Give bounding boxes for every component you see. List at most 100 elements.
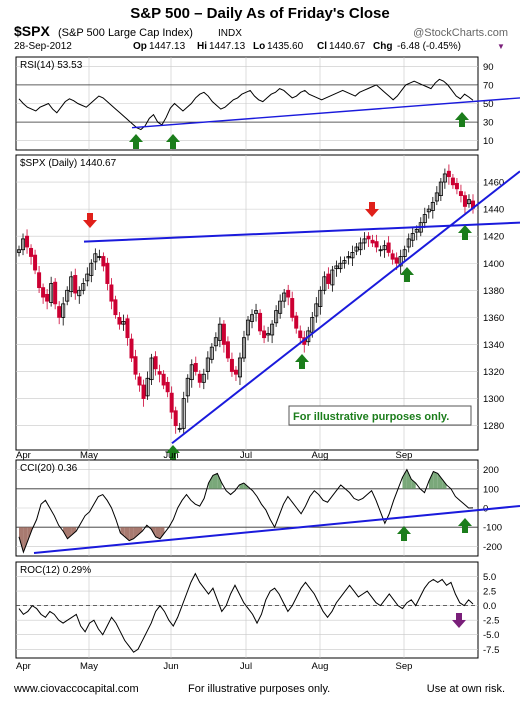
y-tick-label: 1340 bbox=[483, 340, 504, 351]
high-value: 1447.13 bbox=[209, 41, 246, 52]
y-tick-label: 70 bbox=[483, 80, 494, 91]
y-tick-label: 10 bbox=[483, 136, 494, 147]
cci-line bbox=[18, 468, 474, 554]
symbol-label: $SPX bbox=[14, 23, 50, 39]
cci-overbought-fill bbox=[433, 471, 438, 489]
cci-oversold-fill bbox=[155, 527, 161, 539]
annotation-box bbox=[288, 405, 472, 426]
price-buy-arrow bbox=[458, 225, 472, 240]
footer-disclaimer: For illustrative purposes only. bbox=[188, 683, 330, 695]
annotation-text: For illustrative purposes only. bbox=[293, 411, 449, 423]
rsi-buy-arrow bbox=[455, 112, 469, 127]
rsi-buy-arrow bbox=[166, 134, 180, 149]
price-buy-arrow bbox=[400, 267, 414, 282]
month-label: May bbox=[80, 450, 98, 461]
y-tick-label: 1400 bbox=[483, 259, 504, 270]
rsi-line bbox=[18, 78, 474, 131]
y-tick-label: 5.0 bbox=[483, 572, 496, 583]
y-tick-label: 1380 bbox=[483, 286, 504, 297]
footer-website: www.ciovaccocapital.com bbox=[13, 683, 139, 695]
change-down-marker: ▼ bbox=[497, 42, 505, 51]
cci-overbought-fill bbox=[437, 473, 443, 489]
date-label: 28-Sep-2012 bbox=[14, 41, 72, 52]
y-tick-label: -5.0 bbox=[483, 630, 499, 641]
cci-oversold-fill bbox=[160, 527, 165, 539]
panel-frame bbox=[15, 154, 479, 451]
month-label: Jun bbox=[163, 450, 178, 461]
y-tick-label: 1460 bbox=[483, 178, 504, 189]
open-label: Op bbox=[133, 41, 147, 52]
y-tick-label: -7.5 bbox=[483, 645, 499, 656]
cci-overbought-fill bbox=[442, 479, 447, 489]
close-value: 1440.67 bbox=[329, 41, 366, 52]
cci-oversold-fill bbox=[129, 527, 134, 541]
y-tick-label: 1420 bbox=[483, 232, 504, 243]
rsi-trendline bbox=[131, 97, 520, 129]
high-label: Hi bbox=[197, 41, 207, 52]
cci-overbought-fill bbox=[208, 475, 213, 489]
cci-oversold-fill bbox=[138, 527, 143, 535]
chart-title: S&P 500 – Daily As of Friday's Close bbox=[130, 5, 390, 22]
price-buy-arrow bbox=[166, 445, 180, 460]
price-sell-arrow bbox=[365, 202, 379, 217]
panel-legend: RSI(14) 53.53 bbox=[20, 60, 83, 71]
roc-sell-arrow bbox=[452, 613, 466, 628]
roc-panel: 5.0 2.5 0.0 -2.5 -5.0 -7.5 ROC(12) 0.29% bbox=[15, 561, 499, 659]
month-label: Apr bbox=[16, 661, 31, 672]
low-value: 1435.60 bbox=[267, 41, 304, 52]
price-sell-arrow bbox=[83, 213, 97, 228]
footer-risk: Use at own risk. bbox=[427, 683, 505, 695]
change-label: Chg bbox=[373, 41, 392, 52]
y-tick-label: 1320 bbox=[483, 367, 504, 378]
price-buy-arrow bbox=[295, 354, 309, 369]
open-value: 1447.13 bbox=[149, 41, 186, 52]
cci-oversold-fill bbox=[120, 527, 125, 537]
y-tick-label: -2.5 bbox=[483, 616, 499, 627]
month-label: Jul bbox=[240, 450, 252, 461]
month-label: Sep bbox=[396, 450, 413, 461]
resistance-trendline bbox=[83, 221, 520, 243]
cci-buy-arrow bbox=[458, 518, 472, 533]
panel-legend: ROC(12) 0.29% bbox=[20, 565, 91, 576]
y-tick-label: 90 bbox=[483, 62, 494, 73]
y-tick-label: 1300 bbox=[483, 394, 504, 405]
month-label: Aug bbox=[312, 450, 329, 461]
cci-oversold-fill bbox=[19, 527, 24, 553]
cci-overbought-fill bbox=[217, 473, 222, 489]
y-tick-label: 1440 bbox=[483, 205, 504, 216]
month-label: Jul bbox=[240, 661, 252, 672]
close-label: Cl bbox=[317, 41, 327, 52]
rsi-panel: 10 30 50 70 90 RSI(14) 53.53 bbox=[15, 56, 520, 151]
y-tick-label: 100 bbox=[483, 484, 499, 495]
cci-trendline bbox=[33, 505, 520, 554]
month-label: Sep bbox=[396, 661, 413, 672]
month-label: Aug bbox=[312, 661, 329, 672]
y-tick-label: 200 bbox=[483, 465, 499, 476]
panel-legend: CCI(20) 0.36 bbox=[20, 463, 78, 474]
y-tick-label: -100 bbox=[483, 523, 502, 534]
cci-overbought-fill bbox=[212, 473, 218, 489]
stockcharts-watermark: @StockCharts.com bbox=[413, 27, 508, 39]
y-tick-label: 2.5 bbox=[483, 587, 496, 598]
price-panel: 1280 1300 1320 1340 1360 1380 1400 1420 1440 1460… bbox=[15, 154, 520, 460]
cci-overbought-fill bbox=[428, 471, 434, 489]
low-label: Lo bbox=[253, 41, 265, 52]
month-axis: Apr Apr May May Jun Jun Jul Jul Aug Aug Sep Sep bbox=[16, 450, 412, 672]
cci-oversold-fill bbox=[71, 527, 77, 535]
y-tick-label: 0.0 bbox=[483, 601, 496, 612]
month-label: Apr bbox=[16, 450, 31, 461]
cci-oversold-fill bbox=[23, 527, 28, 553]
exchange-label: INDX bbox=[218, 28, 242, 39]
y-tick-label: 1280 bbox=[483, 421, 504, 432]
support-trendline bbox=[171, 170, 520, 445]
cci-overbought-fill bbox=[402, 469, 407, 489]
symbol-name: (S&P 500 Large Cap Index) bbox=[58, 27, 193, 39]
cci-buy-arrow bbox=[397, 526, 411, 541]
month-label: Jun bbox=[163, 661, 178, 672]
month-label: May bbox=[80, 661, 98, 672]
change-value: -6.48 (-0.45%) bbox=[397, 41, 461, 52]
cci-overbought-fill bbox=[406, 469, 412, 489]
panel-legend: $SPX (Daily) 1440.67 bbox=[20, 158, 117, 169]
